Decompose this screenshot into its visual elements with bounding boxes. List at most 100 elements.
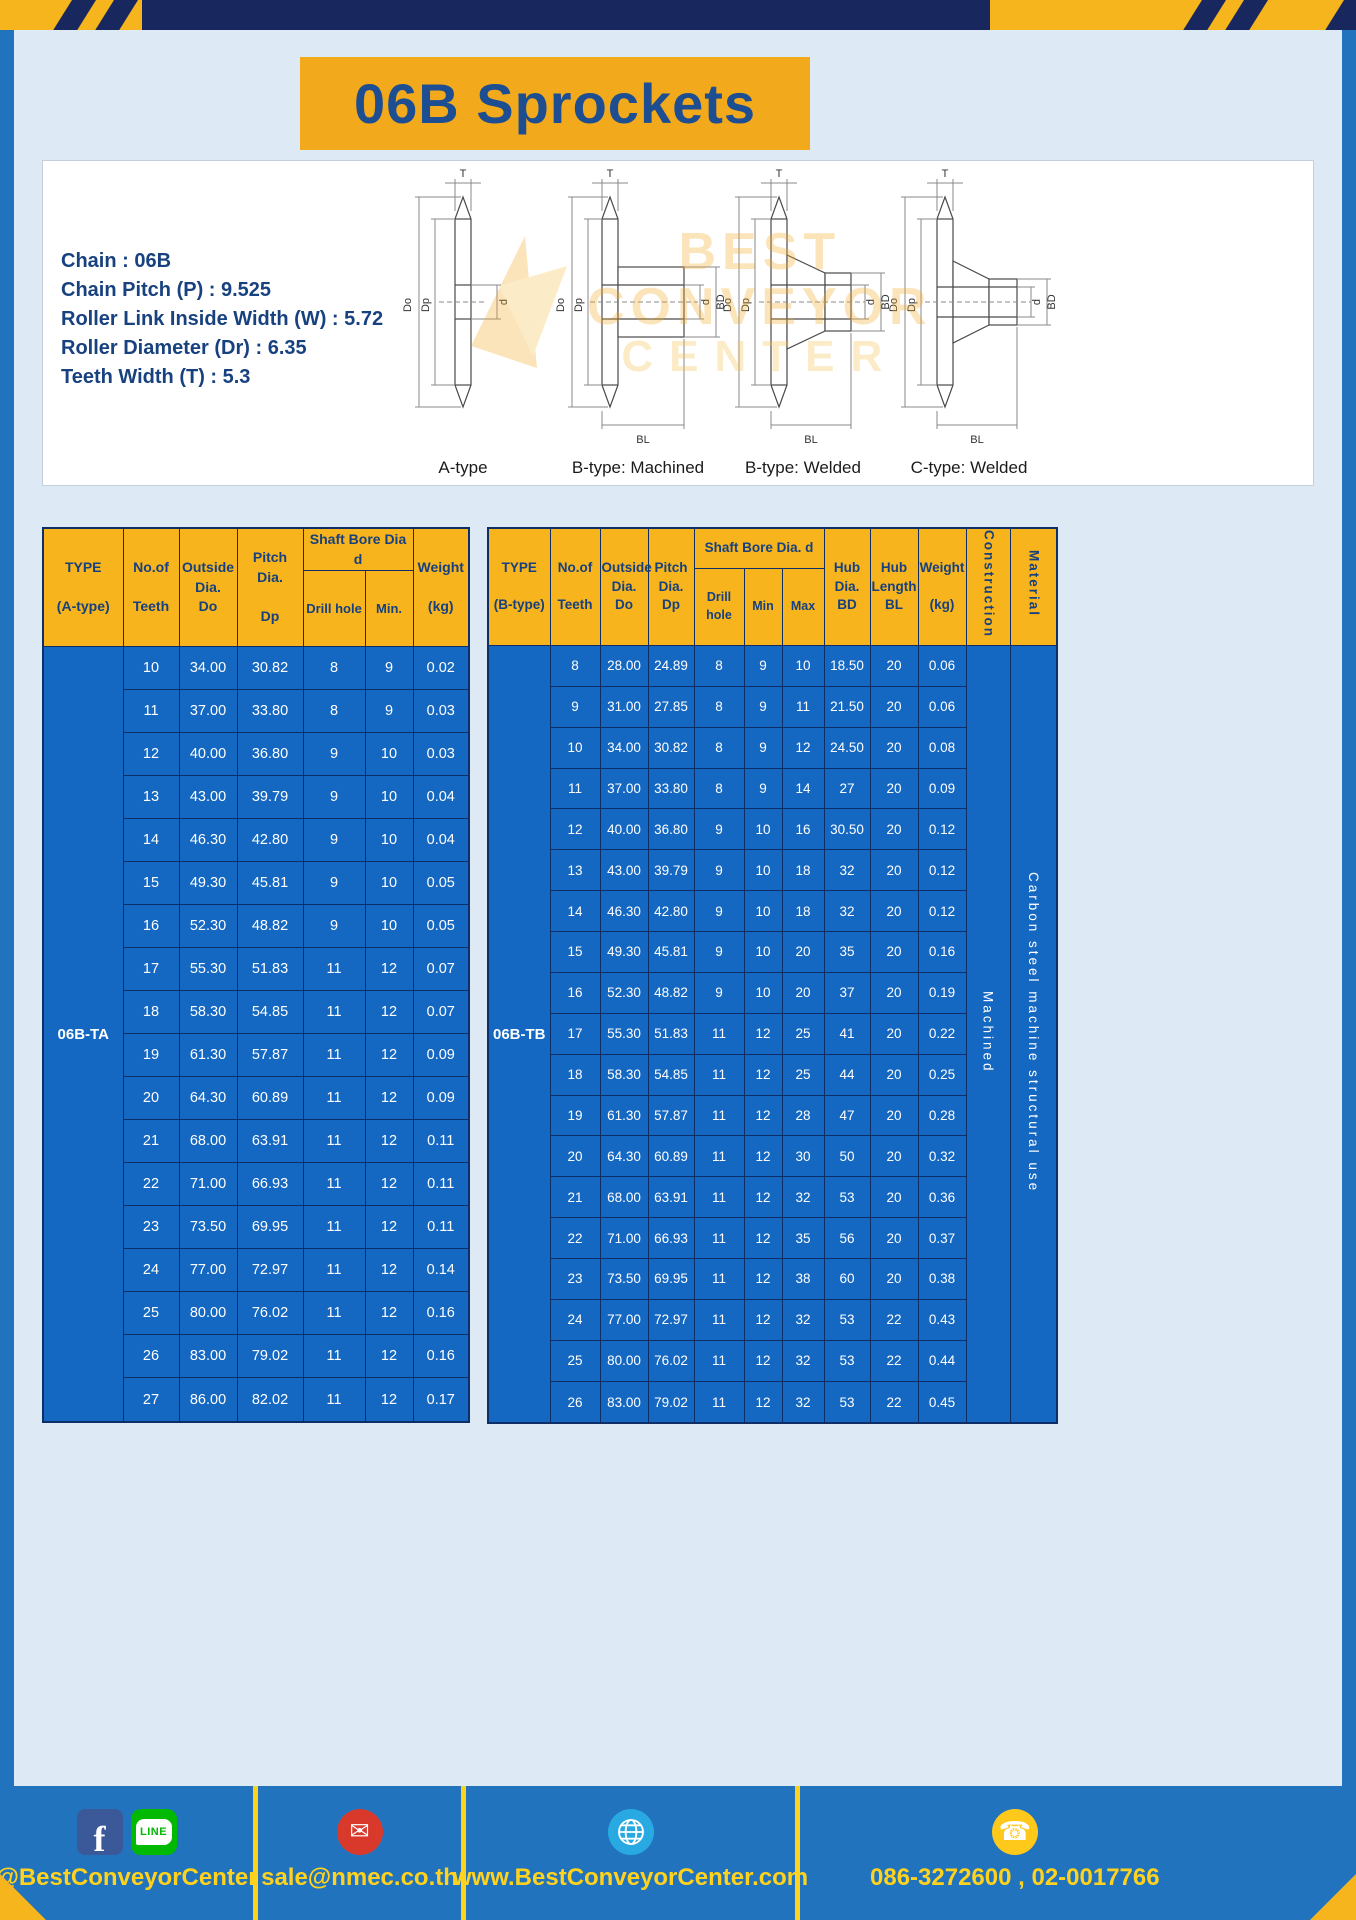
data-cell: 83.00 — [599, 1380, 649, 1424]
data-cell: 47 — [823, 1094, 871, 1137]
table-row: 26 83.00 79.02 11 12 32 53 22 0.45 — [488, 1380, 1057, 1424]
table-row: 17 55.30 51.83 11 12 0.07 — [43, 947, 470, 992]
table-row: 06B-TA 10 34.00 30.82 8 9 0.02 — [42, 646, 470, 1423]
table-row: 22 71.00 66.93 11 12 35 56 20 0.37 — [488, 1217, 1057, 1260]
table-row: 17 55.30 51.83 11 12 25 41 20 0.22 — [488, 1012, 1057, 1055]
data-cell: 0.04 — [412, 818, 470, 863]
data-cell: 18 — [549, 1053, 601, 1096]
data-cell: 25 — [549, 1339, 601, 1382]
dim-dp-label: Dp — [573, 298, 585, 312]
top-decor-band — [0, 0, 1356, 30]
diagram-c-welded: T Do Dp d BD BL C-type: Welded — [879, 167, 1059, 478]
data-cell: 10 — [549, 726, 601, 769]
data-cell: 9 — [364, 689, 414, 734]
data-cell: 58.30 — [178, 990, 238, 1035]
table-row: 13 43.00 39.79 9 10 0.04 — [43, 775, 470, 820]
data-cell: 12 — [364, 1076, 414, 1121]
data-cell: 11 — [693, 1217, 745, 1260]
data-cell: 20 — [869, 931, 919, 973]
data-cell: 30.50 — [823, 808, 871, 851]
dim-t-label: T — [776, 168, 783, 180]
data-cell: 20 — [869, 1012, 919, 1055]
header-hub-dia: Hub Dia. BD — [823, 527, 871, 646]
data-cell: 23 — [549, 1258, 601, 1300]
data-cell: 11 — [549, 767, 601, 810]
data-cell: 64.30 — [599, 1135, 649, 1178]
data-cell: 0.22 — [917, 1012, 967, 1055]
data-cell: 9 — [693, 890, 745, 933]
email-icon — [336, 1808, 383, 1855]
data-cell: 12 — [743, 1298, 783, 1341]
header-teeth: No.of Teeth — [122, 527, 180, 648]
chain-specs: Chain : 06B Chain Pitch (P) : 9.525 Roll… — [61, 247, 383, 392]
data-cell: 9 — [549, 685, 601, 728]
data-cell: 8 — [693, 726, 745, 769]
data-cell: 0.03 — [412, 689, 470, 734]
spec-panel: Chain : 06B Chain Pitch (P) : 9.525 Roll… — [42, 160, 1314, 486]
data-cell: 24.89 — [647, 644, 695, 687]
data-cell: 0.03 — [412, 732, 470, 777]
data-cell: 9 — [364, 646, 414, 691]
data-cell: 44 — [823, 1053, 871, 1096]
spec-roller-width: Roller Link Inside Width (W) : 5.72 — [61, 308, 384, 330]
data-cell: 34.00 — [599, 726, 649, 769]
data-cell: 32 — [823, 849, 871, 892]
facebook-icon — [76, 1808, 123, 1855]
table-row: 19 61.30 57.87 11 12 0.09 — [43, 1033, 470, 1078]
data-cell: 48.82 — [647, 971, 695, 1014]
data-cell: 12 — [364, 990, 414, 1035]
data-cell: 11 — [302, 1162, 366, 1207]
data-cell: 63.91 — [647, 1176, 695, 1219]
table-row: 15 49.30 45.81 9 10 20 35 20 0.16 — [488, 931, 1057, 973]
data-cell: 12 — [743, 1258, 783, 1300]
data-cell: 27 — [122, 1377, 180, 1423]
table-row: 16 52.30 48.82 9 10 20 37 20 0.19 — [488, 971, 1057, 1014]
data-cell: 12 — [364, 1334, 414, 1379]
data-cell: 0.44 — [917, 1339, 967, 1382]
data-cell: 9 — [743, 644, 783, 687]
data-cell: 0.05 — [412, 861, 470, 906]
table-b-type: TYPE (B-type) No.of Teeth Outside Dia. D… — [487, 527, 1059, 1425]
spec-roller-dia: Roller Diameter (Dr) : 6.35 — [61, 337, 307, 359]
header-shaft-bore-group: Shaft Bore Dia d — [302, 527, 414, 572]
data-cell: 9 — [693, 849, 745, 892]
data-cell: 39.79 — [236, 775, 304, 820]
data-cell: 0.43 — [917, 1298, 967, 1341]
data-cell: 11 — [693, 1339, 745, 1382]
data-cell: 37.00 — [178, 689, 238, 734]
data-cell: 11 — [302, 1119, 366, 1164]
data-cell: 9 — [743, 685, 783, 728]
data-cell: 71.00 — [599, 1217, 649, 1260]
footer-phone-segment: 086-3272600 , 02-0017766 — [800, 1786, 1356, 1920]
header-type: TYPE (B-type) — [487, 527, 551, 646]
table-row: 27 86.00 82.02 11 12 0.17 — [43, 1377, 470, 1423]
spec-chain: Chain : 06B — [61, 250, 172, 272]
header-outside-dia: Outside Dia. Do — [599, 527, 652, 646]
data-cell: 11 — [302, 990, 366, 1035]
data-cell: 0.12 — [917, 808, 967, 851]
diagram-label: C-type: Welded — [910, 458, 1028, 477]
data-cell: 12 — [364, 1291, 414, 1336]
type-cell: 06B-TB — [487, 644, 551, 1424]
data-cell: 20 — [549, 1135, 601, 1178]
data-cell: 10 — [743, 971, 783, 1014]
data-cell: 0.37 — [917, 1217, 967, 1260]
data-cell: 0.11 — [412, 1205, 470, 1250]
data-cell: 39.79 — [647, 849, 695, 892]
header-drill-hole: Drill hole — [302, 570, 366, 648]
data-cell: 20 — [781, 971, 825, 1014]
data-cell: 0.07 — [412, 947, 470, 992]
header-hub-length: Hub Length BL — [869, 527, 919, 646]
data-cell: 24.50 — [823, 726, 871, 769]
data-cell: 52.30 — [178, 904, 238, 949]
dim-bd-label: BD — [880, 294, 892, 309]
data-cell: 11 — [693, 1135, 745, 1178]
diagram-a-type: T Do Dp d A-type — [373, 167, 553, 478]
header-shaft-bore-group: Shaft Bore Dia. d — [693, 527, 825, 569]
data-cell: 15 — [122, 861, 180, 906]
diagram-label: B-type: Machined — [571, 458, 705, 477]
data-cell: 9 — [743, 726, 783, 769]
data-cell: 63.91 — [236, 1119, 304, 1164]
data-cell: 20 — [869, 849, 919, 892]
